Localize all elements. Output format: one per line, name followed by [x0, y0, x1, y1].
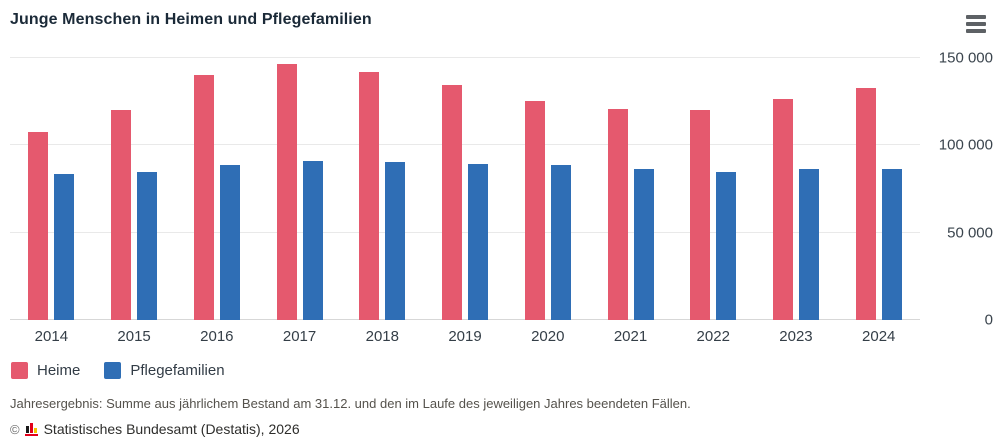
- bar-group-2019: [424, 45, 507, 320]
- x-axis-label-2020: 2020: [531, 328, 565, 345]
- bar-pflegefamilien-2022[interactable]: [716, 171, 737, 320]
- hamburger-bar: [966, 22, 986, 26]
- bar-group-2020: [506, 45, 589, 320]
- legend-item-pflegefamilien[interactable]: Pflegefamilien: [104, 362, 225, 379]
- y-axis-label-100000: 100 000: [938, 136, 993, 154]
- bar-pflegefamilien-2021[interactable]: [633, 168, 654, 320]
- legend-swatch-heime: [11, 362, 28, 379]
- bar-heime-2017[interactable]: [276, 64, 297, 320]
- bar-group-2022: [672, 45, 755, 320]
- legend-item-heime[interactable]: Heime: [11, 362, 80, 379]
- bar-heime-2016[interactable]: [193, 74, 214, 320]
- bar-group-2023: [755, 45, 838, 320]
- x-axis-label-2015: 2015: [117, 328, 151, 345]
- bar-group-2014: [10, 45, 93, 320]
- bar-heime-2023[interactable]: [772, 99, 793, 320]
- hamburger-menu-icon[interactable]: [966, 15, 986, 33]
- y-axis: 0 50 000 100 000 150 000: [920, 45, 995, 329]
- destatis-bar-chart-logo: [24, 422, 39, 436]
- bar-pflegefamilien-2018[interactable]: [385, 161, 406, 320]
- legend-swatch-pflegefamilien: [104, 362, 122, 379]
- copyright-symbol: ©: [10, 421, 20, 437]
- hamburger-bar: [966, 29, 986, 33]
- bar-heime-2018[interactable]: [359, 71, 380, 320]
- y-axis-label-0: 0: [984, 311, 993, 329]
- bar-pflegefamilien-2019[interactable]: [468, 163, 489, 320]
- plot-area: [10, 45, 920, 320]
- chart-title: Junge Menschen in Heimen und Pflegefamil…: [10, 11, 372, 28]
- x-axis-label-2017: 2017: [282, 328, 317, 345]
- copyright-line: © Statistisches Bundesamt (Destatis), 20…: [10, 421, 300, 437]
- footnote: Jahresergebnis: Summe aus jährlichem Bes…: [10, 396, 691, 411]
- bar-series-container: [10, 45, 920, 320]
- hamburger-bar: [966, 15, 986, 19]
- gridline-100000: [10, 144, 920, 146]
- bar-pflegefamilien-2023[interactable]: [798, 168, 819, 320]
- x-axis-label-2019: 2019: [448, 328, 482, 345]
- x-axis: 2014 2015 2016 2017 2018 2019 2020 2021 2022 2023…: [10, 328, 920, 345]
- legend-label-heime: Heime: [37, 362, 81, 379]
- bar-heime-2019[interactable]: [442, 85, 463, 320]
- x-axis-label-2018: 2018: [365, 328, 399, 345]
- x-axis-label-2014: 2014: [34, 328, 69, 345]
- x-axis-label-2024: 2024: [862, 328, 896, 345]
- bar-group-2018: [341, 45, 424, 320]
- bar-heime-2022[interactable]: [690, 110, 711, 320]
- legend-label-pflegefamilien: Pflegefamilien: [130, 362, 225, 379]
- copyright-text: Statistisches Bundesamt (Destatis), 2026: [43, 421, 300, 437]
- bar-group-2021: [589, 45, 672, 320]
- x-axis-label-2021: 2021: [613, 328, 648, 345]
- y-axis-label-50000: 50 000: [947, 224, 993, 242]
- y-axis-label-150000: 150 000: [938, 49, 993, 67]
- bar-pflegefamilien-2016[interactable]: [219, 165, 240, 320]
- bar-heime-2014[interactable]: [28, 132, 49, 320]
- x-axis-label-2016: 2016: [200, 328, 234, 345]
- bar-group-2017: [258, 45, 341, 320]
- bar-heime-2024[interactable]: [855, 87, 876, 320]
- x-axis-label-2023: 2023: [779, 328, 813, 345]
- x-axis-label-2022: 2022: [696, 328, 730, 345]
- gridline-50000: [10, 231, 920, 233]
- bar-heime-2021[interactable]: [607, 108, 628, 320]
- bar-heime-2015[interactable]: [111, 109, 132, 320]
- bar-group-2016: [175, 45, 258, 320]
- bar-group-2024: [837, 45, 920, 320]
- bar-group-2015: [93, 45, 176, 320]
- gridline-0: [10, 319, 920, 320]
- bar-pflegefamilien-2014[interactable]: [54, 174, 75, 320]
- bar-pflegefamilien-2015[interactable]: [137, 171, 158, 320]
- bar-heime-2020[interactable]: [524, 100, 545, 320]
- legend: Heime Pflegefamilien: [11, 362, 225, 379]
- bar-pflegefamilien-2017[interactable]: [302, 161, 323, 320]
- bar-pflegefamilien-2020[interactable]: [550, 165, 571, 320]
- gridline-150000: [10, 57, 920, 58]
- bar-pflegefamilien-2024[interactable]: [881, 168, 902, 320]
